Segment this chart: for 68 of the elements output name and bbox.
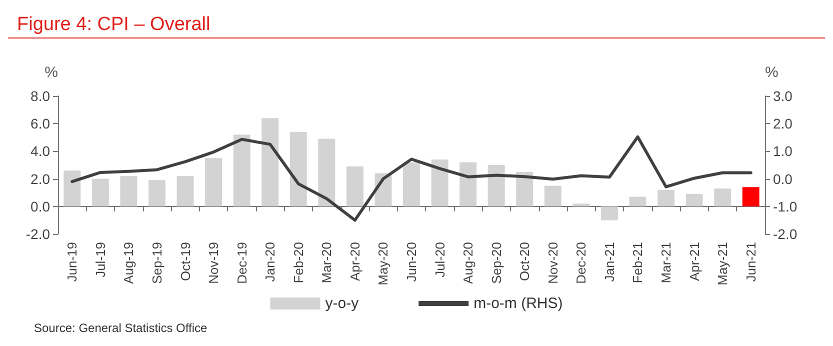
bar xyxy=(64,170,81,206)
x-tick-label: Aug-19 xyxy=(121,242,136,284)
bar xyxy=(205,158,222,206)
x-tick-label: Jun-19 xyxy=(64,242,80,282)
x-tick-label: Feb-21 xyxy=(630,242,646,284)
x-tick-label: Jun-21 xyxy=(743,242,758,282)
x-tick-label: Dec-19 xyxy=(234,242,250,284)
y2-tick-label: 0.0 xyxy=(773,170,793,187)
bar xyxy=(148,180,166,206)
bar xyxy=(629,196,646,206)
y2-tick-label: 1.0 xyxy=(773,143,793,160)
y-tick-label: 4.0 xyxy=(30,143,50,160)
legend-label: m-o-m (RHS) xyxy=(474,295,563,312)
y2-axis-title: % xyxy=(765,64,778,81)
bar xyxy=(460,162,477,206)
bar xyxy=(346,166,364,206)
bar xyxy=(600,206,618,220)
y-tick-label: 2.0 xyxy=(30,170,50,187)
x-tick-label: Apr-21 xyxy=(686,242,702,282)
bar xyxy=(290,132,307,206)
x-tick-label: Jan-21 xyxy=(602,242,617,282)
y2-tick-label: -1.0 xyxy=(773,198,798,214)
y-tick-label: 8.0 xyxy=(30,88,50,104)
bar xyxy=(403,162,420,206)
x-tick-label: Sep-19 xyxy=(149,242,164,284)
x-tick-label: Nov-20 xyxy=(545,242,560,284)
x-tick-label: Apr-20 xyxy=(347,242,362,282)
x-tick-label: Sep-20 xyxy=(488,242,504,284)
x-tick-label: Jun-20 xyxy=(404,242,419,282)
x-tick-label: Jul-20 xyxy=(432,242,448,278)
bar xyxy=(686,194,703,206)
y2-tick-label: -2.0 xyxy=(773,226,798,242)
line-series xyxy=(70,135,752,222)
bar xyxy=(176,176,194,206)
bar xyxy=(544,186,562,206)
x-tick-label: Jan-20 xyxy=(262,242,278,282)
x-tick-label: May-21 xyxy=(715,242,730,286)
bar xyxy=(516,172,534,206)
x-tick-label: Aug-20 xyxy=(460,242,476,284)
y-tick-label: 6.0 xyxy=(30,116,50,132)
x-tick-label: Nov-19 xyxy=(206,242,222,284)
bar xyxy=(658,190,675,206)
bar xyxy=(572,204,590,206)
x-tick-label: Mar-21 xyxy=(658,242,674,284)
bar xyxy=(262,118,279,206)
source-note: Source: General Statistics Office xyxy=(34,321,208,335)
x-tick-label: Dec-20 xyxy=(574,242,589,284)
bar xyxy=(92,178,109,206)
x-tick-label: Feb-20 xyxy=(290,242,306,284)
y-axis-title: % xyxy=(44,64,58,81)
x-tick-label: Oct-19 xyxy=(178,242,193,282)
chart-title: Figure 4: CPI – Overall xyxy=(17,14,210,35)
bar xyxy=(120,176,138,206)
y2-tick-label: 3.0 xyxy=(773,88,793,104)
y-tick-label: 0.0 xyxy=(30,198,50,214)
x-tick-label: May-20 xyxy=(376,242,391,286)
bar xyxy=(714,188,732,206)
y-tick-label: -2.0 xyxy=(26,226,50,242)
bar xyxy=(431,159,448,206)
bar xyxy=(742,187,760,206)
bar xyxy=(318,138,336,206)
x-tick-label: Jul-19 xyxy=(92,242,108,278)
y2-tick-label: 2.0 xyxy=(773,116,793,132)
x-tick-label: Mar-20 xyxy=(319,242,334,284)
bar xyxy=(488,165,505,206)
legend-label: y-o-y xyxy=(325,295,360,312)
bar xyxy=(233,134,250,206)
x-tick-label: Oct-20 xyxy=(517,242,532,282)
